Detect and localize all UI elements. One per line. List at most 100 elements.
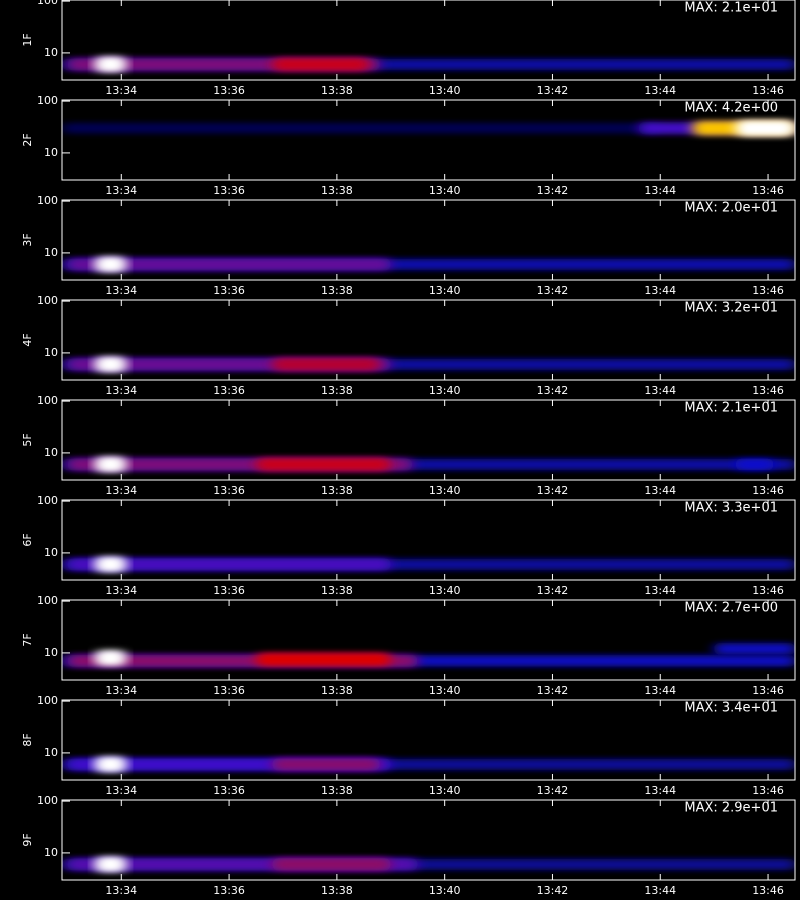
intensity-band (67, 258, 391, 271)
y-tick-label: 100 (37, 194, 58, 207)
plot-frame (61, 99, 796, 181)
max-label: MAX: 3.3e+01 (684, 501, 778, 516)
x-tick-label: 13:36 (213, 884, 245, 897)
x-tick-label: 13:40 (429, 84, 461, 97)
plot-area (62, 700, 795, 780)
plot-frame (61, 799, 796, 881)
x-tick-label: 13:46 (752, 584, 784, 597)
panel: 13:34 13:36 13:38 13:40 13:42 13:44 13:46 10 100… (21, 794, 796, 897)
x-tick-label: 13:46 (752, 284, 784, 297)
y-axis-label: 6F (21, 533, 34, 546)
x-tick-label: 13:44 (644, 784, 676, 797)
panel: 13:34 13:36 13:38 13:40 13:42 13:44 13:46 10 100… (21, 194, 796, 297)
y-tick-label: 100 (37, 494, 58, 507)
x-tick-label: 13:42 (537, 684, 569, 697)
y-tick-label: 10 (44, 446, 58, 459)
y-tick-label: 10 (44, 846, 58, 859)
x-tick-label: 13:40 (429, 684, 461, 697)
intensity-band (272, 758, 380, 771)
x-tick-label: 13:44 (644, 584, 676, 597)
y-tick-label: 10 (44, 146, 58, 159)
max-label: MAX: 2.1e+01 (684, 1, 778, 16)
y-axis-label: 8F (21, 733, 34, 746)
y-tick-label: 10 (44, 646, 58, 659)
x-tick-label: 13:34 (105, 784, 137, 797)
x-tick-label: 13:36 (213, 684, 245, 697)
y-tick-label: 100 (37, 794, 58, 807)
plot-frame (61, 0, 796, 81)
x-tick-label: 13:46 (752, 684, 784, 697)
plot-frame (61, 499, 796, 581)
x-tick-label: 13:46 (752, 84, 784, 97)
intensity-band (272, 57, 370, 71)
intensity-band (94, 56, 127, 73)
plot-area (62, 100, 795, 180)
y-axis-label: 1F (21, 33, 34, 46)
y-tick-label: 100 (37, 94, 58, 107)
x-tick-label: 13:46 (752, 884, 784, 897)
max-label: MAX: 2.7e+00 (684, 601, 778, 616)
plot-area (62, 500, 795, 580)
x-tick-label: 13:46 (752, 484, 784, 497)
x-tick-label: 13:38 (321, 384, 353, 397)
x-tick-label: 13:38 (321, 284, 353, 297)
y-tick-label: 10 (44, 346, 58, 359)
x-tick-label: 13:44 (644, 184, 676, 197)
x-tick-label: 13:40 (429, 284, 461, 297)
x-tick-label: 13:38 (321, 484, 353, 497)
x-tick-label: 13:36 (213, 384, 245, 397)
x-tick-label: 13:42 (537, 584, 569, 597)
plot-area (62, 400, 795, 480)
intensity-band (714, 643, 795, 655)
x-tick-label: 13:40 (429, 584, 461, 597)
intensity-band (735, 120, 795, 137)
y-axis-label: 4F (21, 333, 34, 346)
x-tick-label: 13:36 (213, 284, 245, 297)
max-label: MAX: 2.9e+01 (684, 801, 778, 816)
max-label: MAX: 2.0e+01 (684, 201, 778, 216)
y-axis-label: 7F (21, 633, 34, 646)
max-label: MAX: 4.2e+00 (684, 101, 778, 116)
x-tick-label: 13:42 (537, 84, 569, 97)
x-tick-label: 13:36 (213, 184, 245, 197)
x-tick-label: 13:34 (105, 284, 137, 297)
x-tick-label: 13:34 (105, 84, 137, 97)
x-tick-label: 13:38 (321, 184, 353, 197)
x-tick-label: 13:34 (105, 184, 137, 197)
x-tick-label: 13:38 (321, 784, 353, 797)
panel: 13:34 13:36 13:38 13:40 13:42 13:44 13:46 10 100… (21, 94, 796, 197)
y-tick-label: 100 (37, 294, 58, 307)
x-tick-label: 13:42 (537, 484, 569, 497)
x-tick-label: 13:38 (321, 884, 353, 897)
y-tick-label: 100 (37, 594, 58, 607)
plot-background (62, 100, 795, 180)
max-label: MAX: 3.4e+01 (684, 701, 778, 716)
intensity-band (94, 356, 127, 373)
plot-area (62, 300, 795, 380)
panel: 13:34 13:36 13:38 13:40 13:42 13:44 13:46 10 100… (21, 694, 796, 797)
x-tick-label: 13:40 (429, 484, 461, 497)
intensity-band (94, 649, 127, 666)
max-label: MAX: 3.2e+01 (684, 301, 778, 316)
intensity-band (94, 556, 127, 573)
x-tick-label: 13:44 (644, 484, 676, 497)
x-tick-label: 13:46 (752, 184, 784, 197)
intensity-band (735, 458, 774, 471)
plot-frame (61, 599, 796, 681)
y-tick-label: 100 (37, 694, 58, 707)
y-axis-label: 9F (21, 833, 34, 846)
y-tick-label: 10 (44, 546, 58, 559)
x-tick-label: 13:34 (105, 384, 137, 397)
plot-area (62, 200, 795, 280)
intensity-band (94, 256, 127, 273)
x-tick-label: 13:34 (105, 684, 137, 697)
plot-area (62, 800, 795, 880)
x-tick-label: 13:46 (752, 384, 784, 397)
panel: 13:34 13:36 13:38 13:40 13:42 13:44 13:46 10 100… (21, 0, 796, 97)
x-tick-label: 13:44 (644, 684, 676, 697)
x-tick-label: 13:44 (644, 384, 676, 397)
intensity-band (67, 558, 391, 571)
plot-frame (61, 699, 796, 781)
